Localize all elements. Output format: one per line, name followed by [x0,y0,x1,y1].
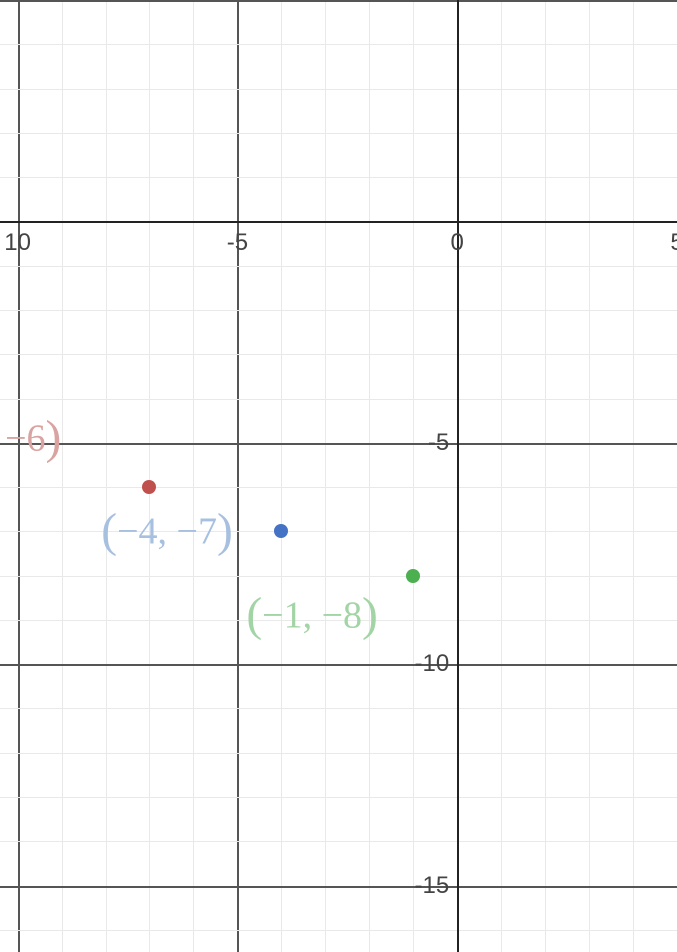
point-green [406,569,420,583]
point-blue [274,524,288,538]
gridline-minor-v [149,0,150,952]
point-red-label: (−7, −6) [0,411,61,465]
gridline-minor-v [369,0,370,952]
gridline-major-h [0,664,677,666]
y-axis [457,0,459,952]
gridline-major-h [0,886,677,888]
gridline-minor-h [0,930,677,931]
point-blue-label: (−4, −7) [101,504,233,558]
gridline-minor-h [0,44,677,45]
y-tick-label: -5 [428,429,449,457]
gridline-minor-v [413,0,414,952]
gridline-minor-h [0,399,677,400]
gridline-minor-h [0,753,677,754]
gridline-minor-h [0,576,677,577]
y-tick-label: -15 [415,872,450,900]
gridline-minor-h [0,708,677,709]
gridline-minor-v [281,0,282,952]
gridline-minor-v [325,0,326,952]
gridline-minor-v [62,0,63,952]
gridline-minor-h [0,89,677,90]
x-tick-label: 10 [4,229,31,257]
gridline-minor-h [0,133,677,134]
gridline-minor-v [633,0,634,952]
gridline-major-v [18,0,20,952]
x-axis [0,221,677,223]
gridline-major-v [237,0,239,952]
gridline-minor-v [589,0,590,952]
point-green-label: (−1, −8) [246,588,378,642]
gridline-minor-v [106,0,107,952]
gridline-minor-h [0,354,677,355]
gridline-minor-h [0,797,677,798]
gridline-minor-v [545,0,546,952]
gridline-minor-h [0,841,677,842]
x-tick-label: 0 [451,229,464,257]
gridline-minor-h [0,266,677,267]
point-red [142,480,156,494]
gridline-minor-h [0,177,677,178]
gridline-major-h [0,0,677,2]
y-tick-label: -10 [415,650,450,678]
gridline-minor-h [0,310,677,311]
x-tick-label: -5 [227,229,248,257]
gridline-minor-v [193,0,194,952]
gridline-minor-h [0,487,677,488]
gridline-major-h [0,443,677,445]
coordinate-scatter-chart: 10 -5 0 5 -5 -10 -15 (−7, −6) (−4, −7)(−1, −8) [0,0,677,952]
gridline-minor-v [501,0,502,952]
x-tick-label: 5 [670,229,677,257]
